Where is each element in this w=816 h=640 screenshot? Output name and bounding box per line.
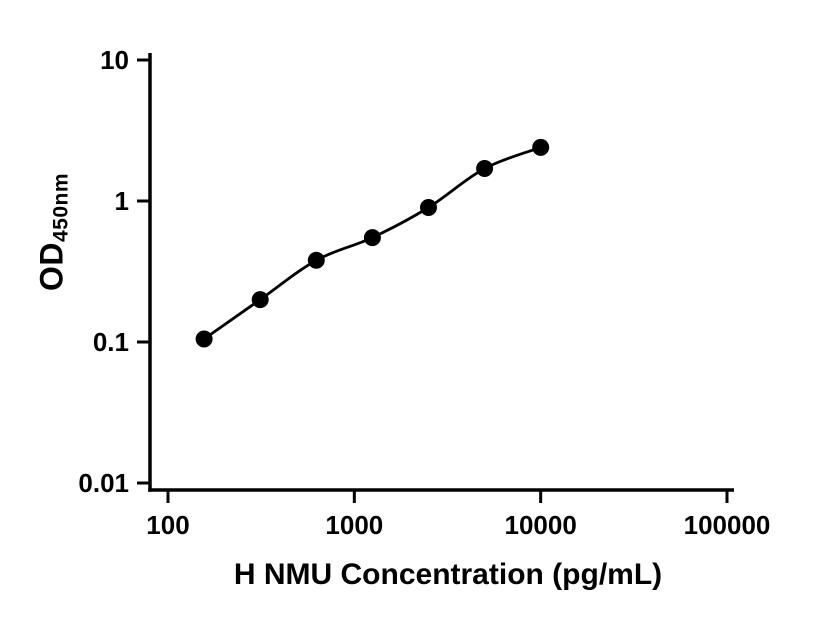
data-point (420, 199, 437, 216)
data-point (363, 229, 381, 247)
x-tick-label: 100000 (684, 510, 771, 540)
x-tick-label: 100 (146, 510, 189, 540)
data-point (195, 330, 213, 348)
data-point (476, 160, 494, 177)
y-axis-title: OD450nm (33, 172, 73, 292)
x-axis-title: H NMU Concentration (pg/mL) (233, 558, 663, 591)
x-tick-label: 10000 (505, 510, 577, 540)
y-axis-title-subscript: 450nm (49, 172, 73, 243)
data-point (307, 251, 325, 269)
y-tick-label: 1 (115, 186, 129, 216)
x-tick-label: 1000 (325, 510, 383, 540)
y-tick-label: 0.01 (78, 468, 129, 498)
y-tick-label: 10 (100, 45, 129, 75)
data-point (532, 138, 550, 156)
y-axis-title-main: OD (33, 242, 70, 292)
data-point (251, 291, 269, 309)
y-tick-label: 0.1 (93, 327, 129, 357)
